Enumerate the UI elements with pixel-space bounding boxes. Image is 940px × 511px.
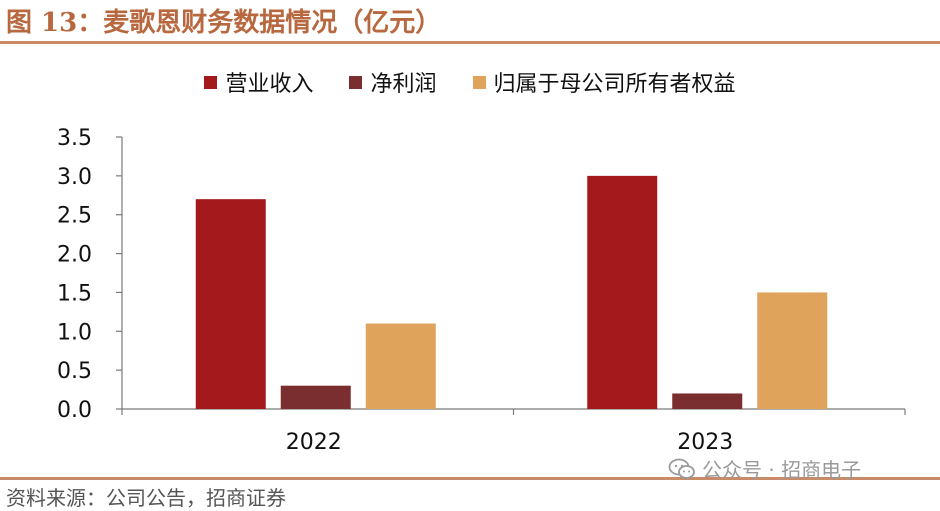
legend-label-equity: 归属于母公司所有者权益 <box>493 72 736 97</box>
figure-title: 图 13：麦歌恩财务数据情况（亿元） <box>6 8 442 38</box>
legend-swatch-net-profit <box>349 75 363 89</box>
bar-equity-2022 <box>365 323 436 409</box>
y-tick-label: 0.0 <box>57 398 92 423</box>
legend-label-revenue: 营业收入 <box>225 72 314 97</box>
bar-equity-2023 <box>757 292 828 409</box>
footer-rule <box>0 477 940 480</box>
legend-item-net-profit: 净利润 <box>349 66 437 98</box>
legend-label-net-profit: 净利润 <box>370 72 437 97</box>
y-tick-label: 0.5 <box>57 359 92 384</box>
y-tick-label: 3.5 <box>57 126 92 151</box>
watermark-text: 公众号 · 招商电子 <box>702 458 862 482</box>
bar-revenue-2023 <box>587 175 658 409</box>
y-tick-label: 1.5 <box>57 281 92 306</box>
title-rule <box>0 41 940 44</box>
legend-swatch-revenue <box>204 75 218 89</box>
x-tick-label: 2023 <box>677 430 733 455</box>
bar-net-profit-2022 <box>280 385 351 409</box>
watermark: 公众号 · 招商电子 <box>668 454 861 483</box>
y-tick-label: 3.0 <box>57 165 92 190</box>
y-tick-label: 2.5 <box>57 204 92 229</box>
legend-item-equity: 归属于母公司所有者权益 <box>472 66 736 98</box>
wechat-icon <box>668 458 695 479</box>
bar-revenue-2022 <box>195 199 266 409</box>
y-tick-label: 2.0 <box>57 243 92 268</box>
legend-swatch-equity <box>472 75 486 89</box>
legend-item-revenue: 营业收入 <box>204 66 313 98</box>
y-tick-label: 1.0 <box>57 320 92 345</box>
chart-legend: 营业收入 净利润 归属于母公司所有者权益 <box>0 66 940 98</box>
source-note: 资料来源：公司公告，招商证券 <box>6 486 286 510</box>
x-tick-label: 2022 <box>286 430 342 455</box>
bar-net-profit-2023 <box>672 393 743 409</box>
bar-chart: 0.0 0.5 1.0 1.5 2.0 2.5 3.0 3.5 2022 2023 <box>57 126 906 455</box>
